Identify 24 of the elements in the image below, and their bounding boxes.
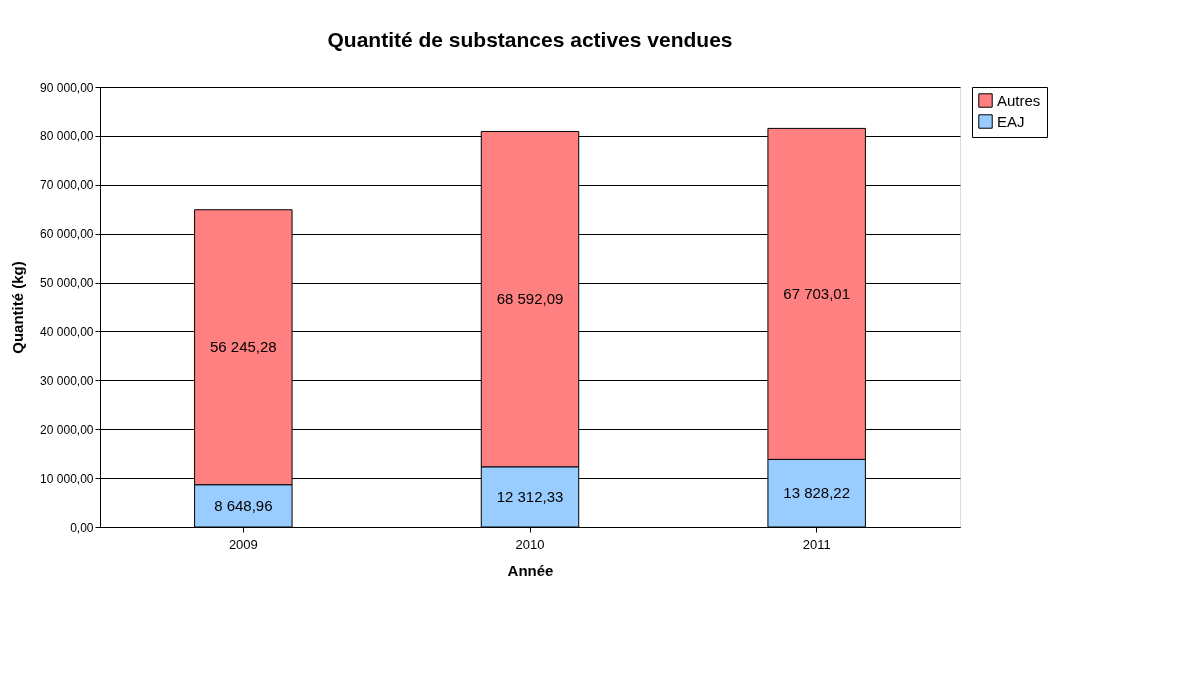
- data-label: 13 828,22: [783, 484, 851, 502]
- y-tick-label: 40 000,00: [40, 324, 94, 339]
- data-label: 8 648,96: [214, 496, 273, 514]
- y-tick-label: 20 000,00: [40, 422, 94, 437]
- y-tick-label: 90 000,00: [40, 80, 94, 95]
- y-tick-label: 10 000,00: [40, 471, 94, 486]
- data-label: 67 703,01: [783, 284, 851, 302]
- x-tick-label: 2009: [228, 536, 258, 552]
- y-tick-label: 0,00: [70, 520, 94, 535]
- legend-label: EAJ: [997, 112, 1025, 130]
- y-tick-label: 50 000,00: [40, 276, 94, 291]
- legend-label: Autres: [997, 91, 1041, 109]
- y-tick-label: 70 000,00: [40, 178, 94, 193]
- y-tick-label: 30 000,00: [40, 373, 94, 388]
- x-tick-label: 2010: [515, 536, 545, 552]
- data-label: 56 245,28: [209, 338, 277, 356]
- x-tick-label: 2011: [802, 536, 831, 552]
- x-axis-title: Année: [507, 561, 554, 579]
- y-axis-title: Quantité (kg): [9, 261, 27, 354]
- y-tick-label: 80 000,00: [40, 129, 94, 144]
- chart-title: Quantité de substances actives vendues: [327, 28, 733, 51]
- data-label: 68 592,09: [496, 290, 564, 308]
- y-tick-label: 60 000,00: [40, 227, 94, 242]
- data-label: 12 312,33: [496, 487, 564, 505]
